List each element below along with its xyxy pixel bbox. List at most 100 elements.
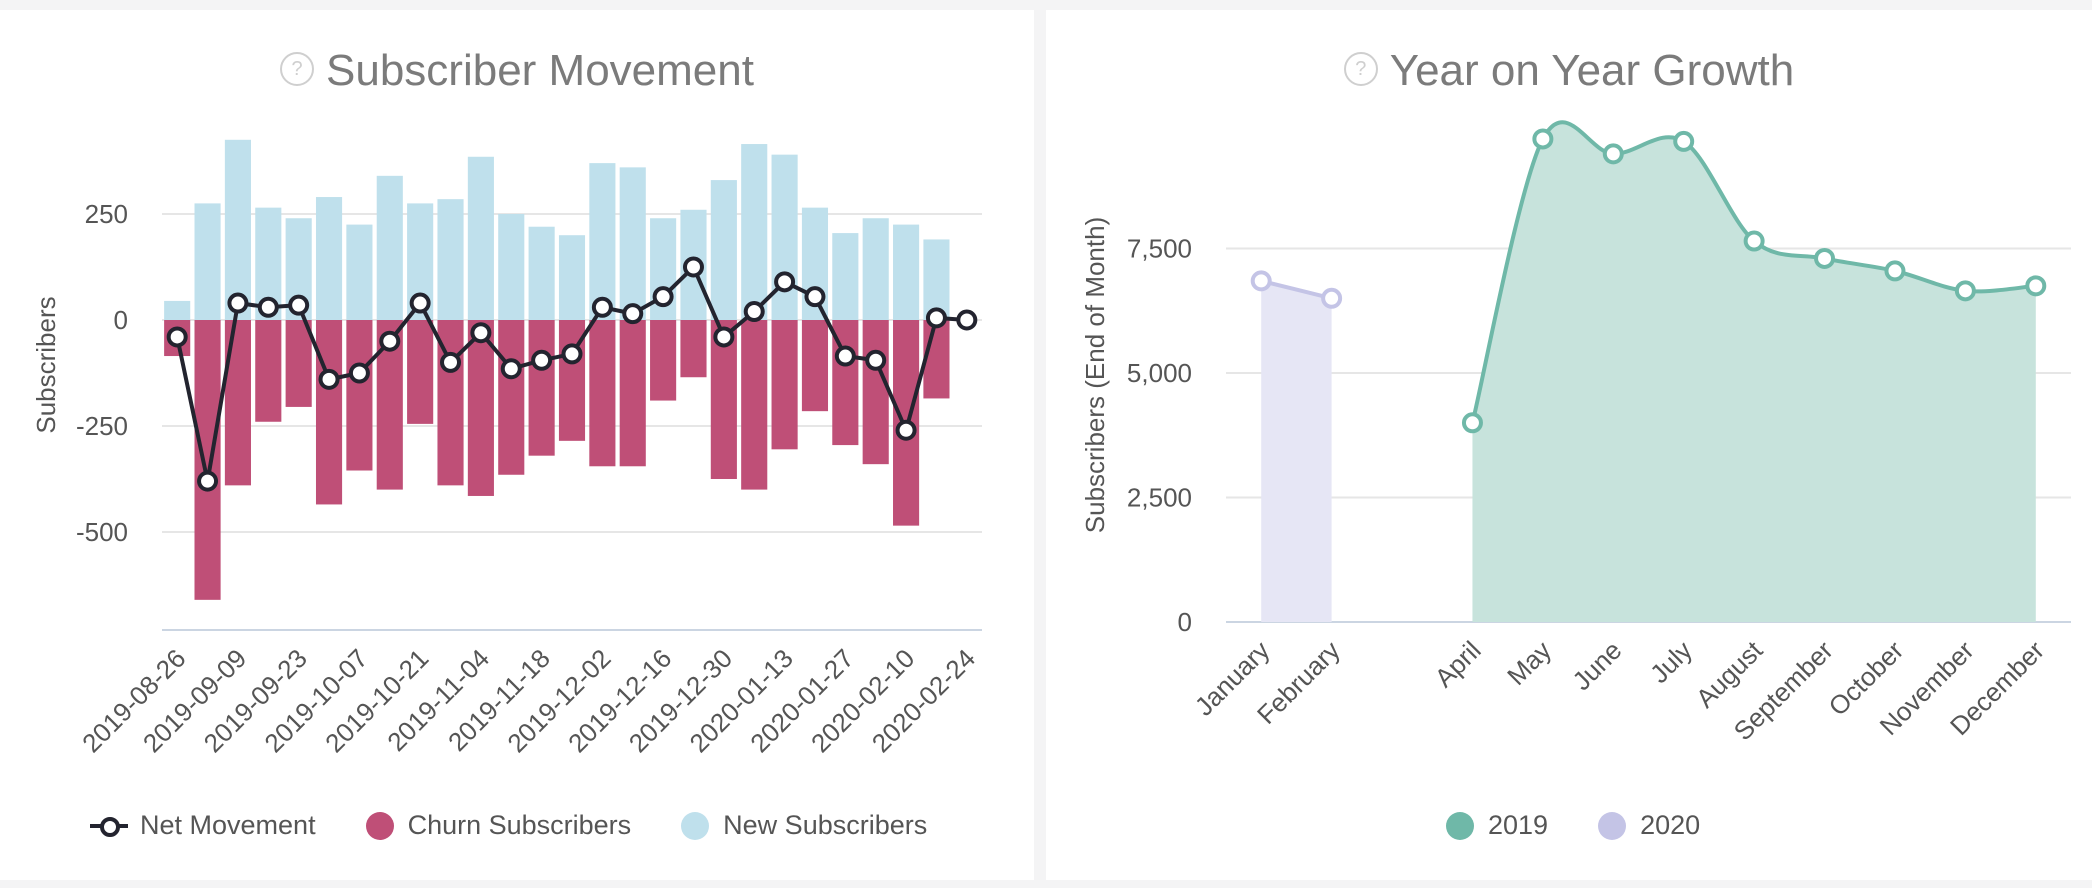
y-tick-label: -500 <box>76 517 128 547</box>
series-2019-point <box>1602 143 1624 165</box>
churn-subscribers-bar <box>498 320 525 475</box>
circle-swatch-icon <box>1446 811 1474 840</box>
year-on-year-growth-panel: ? Year on Year Growth 0 2,500 5,000 7,500 Sub… <box>1046 10 2092 880</box>
y-tick-label: 7,500 <box>1127 234 1192 264</box>
net-movement-point <box>591 296 613 318</box>
new-subscribers-bar <box>164 300 191 320</box>
new-subscribers-bar <box>315 197 343 320</box>
new-subscribers-bar <box>194 203 221 320</box>
legend-item-2019[interactable]: 2019 <box>1446 810 1548 841</box>
churn-subscribers-bar <box>467 320 494 496</box>
new-subscribers-bar <box>224 139 251 320</box>
series-2019-point <box>2025 275 2047 297</box>
chart-legend: Net Movement Churn Subscribers New Subsc… <box>90 810 977 841</box>
series-2019-point <box>1743 230 1765 252</box>
net-movement-point <box>743 301 765 323</box>
churn-subscribers-bar <box>346 320 373 471</box>
chart-title: Subscriber Movement <box>326 46 754 95</box>
net-movement-point <box>500 358 522 380</box>
net-movement-point <box>348 362 370 384</box>
new-subscribers-bar <box>710 180 737 320</box>
new-subscribers-bar <box>771 154 798 320</box>
series-2019-point <box>1884 260 1906 282</box>
help-icon[interactable]: ? <box>1343 52 1378 87</box>
chart-legend: 2019 2020 <box>1446 810 1750 841</box>
year-on-year-growth-chart: 0 2,500 5,000 7,500 Subscribers (End of Mont… <box>1080 120 2071 746</box>
legend-label: Churn Subscribers <box>407 810 632 840</box>
churn-subscribers-bar <box>741 320 768 490</box>
y-axis-label: Subscribers <box>31 296 61 433</box>
series-2019-point <box>1954 280 1976 302</box>
new-subscribers-bar <box>893 224 920 320</box>
net-movement-point <box>318 368 340 390</box>
net-movement-point <box>470 322 492 344</box>
churn-subscribers-bar <box>194 320 221 600</box>
net-movement-point <box>774 271 796 293</box>
net-movement-point <box>895 419 917 441</box>
new-subscribers-bar <box>467 156 494 320</box>
chart-title: Year on Year Growth <box>1389 46 1795 95</box>
series-2020-point <box>1321 287 1343 309</box>
legend-item-net-movement[interactable]: Net Movement <box>90 810 316 841</box>
churn-subscribers-bar <box>315 320 343 505</box>
net-movement-point <box>804 286 826 308</box>
churn-subscribers-bar <box>650 320 677 401</box>
y-tick-label: -250 <box>76 411 128 441</box>
y-tick-label: 250 <box>85 199 128 229</box>
legend-label: 2019 <box>1488 810 1549 840</box>
net-movement-point <box>956 309 978 331</box>
series-2020-point <box>1250 270 1272 292</box>
net-movement-point <box>713 326 735 348</box>
y-tick-label: 2,500 <box>1127 483 1192 513</box>
legend-item-new-subscribers[interactable]: New Subscribers <box>681 810 927 841</box>
net-movement-point <box>561 343 583 365</box>
series-2019-point <box>1814 247 1836 269</box>
churn-subscribers-bar <box>680 320 707 378</box>
churn-subscribers-bar <box>255 320 282 422</box>
legend-label: Net Movement <box>140 810 316 840</box>
x-tick-label: July <box>1644 635 1698 689</box>
series-2019-point <box>1673 130 1695 152</box>
circle-swatch-icon <box>365 811 394 840</box>
churn-subscribers-bar <box>407 320 434 424</box>
y-tick-label: 5,000 <box>1127 358 1192 388</box>
new-subscribers-bar <box>832 233 859 320</box>
net-movement-point <box>440 351 462 373</box>
subscriber-movement-chart: 2500-250-500Subscribers2019-08-262019-09… <box>31 139 982 758</box>
legend-label: New Subscribers <box>723 810 928 840</box>
new-subscribers-bar <box>437 199 464 320</box>
chart-title-row: ? Year on Year Growth <box>1046 46 2092 96</box>
new-subscribers-bar <box>741 144 768 320</box>
net-movement-point <box>925 307 947 329</box>
net-movement-point <box>197 470 219 492</box>
net-movement-point <box>622 303 644 325</box>
net-movement-point <box>288 294 310 316</box>
y-tick-label: 0 <box>114 305 128 335</box>
new-subscribers-bar <box>558 235 586 320</box>
legend-item-churn-subscribers[interactable]: Churn Subscribers <box>365 810 632 841</box>
x-tick-label: April <box>1429 635 1487 693</box>
chart-title-row: ? Subscriber Movement <box>0 46 1034 96</box>
circle-swatch-icon <box>1598 811 1627 840</box>
y-axis-label: Subscribers (End of Month) <box>1080 217 1110 533</box>
x-tick-label: May <box>1501 635 1557 691</box>
new-subscribers-bar <box>619 167 646 320</box>
series-2019-point <box>1532 128 1554 150</box>
subscriber-movement-panel: ? Subscriber Movement 250 0 -250 -500 Subscri… <box>0 10 1034 880</box>
net-movement-point <box>379 330 401 352</box>
churn-subscribers-bar <box>923 320 950 399</box>
net-movement-point <box>257 296 279 318</box>
net-movement-point <box>227 292 249 314</box>
churn-subscribers-bar <box>528 320 555 456</box>
new-subscribers-bar <box>376 175 403 320</box>
x-tick-label: June <box>1566 635 1627 696</box>
series-2019-line <box>1470 120 2036 424</box>
churn-subscribers-bar <box>771 320 798 450</box>
new-subscribers-bar <box>589 163 616 320</box>
legend-item-2020[interactable]: 2020 <box>1598 810 1700 841</box>
line-marker-icon <box>90 812 128 840</box>
help-icon[interactable]: ? <box>280 52 315 87</box>
net-movement-point <box>834 345 856 367</box>
churn-subscribers-bar <box>862 320 889 465</box>
y-tick-label: 0 <box>1178 607 1192 637</box>
